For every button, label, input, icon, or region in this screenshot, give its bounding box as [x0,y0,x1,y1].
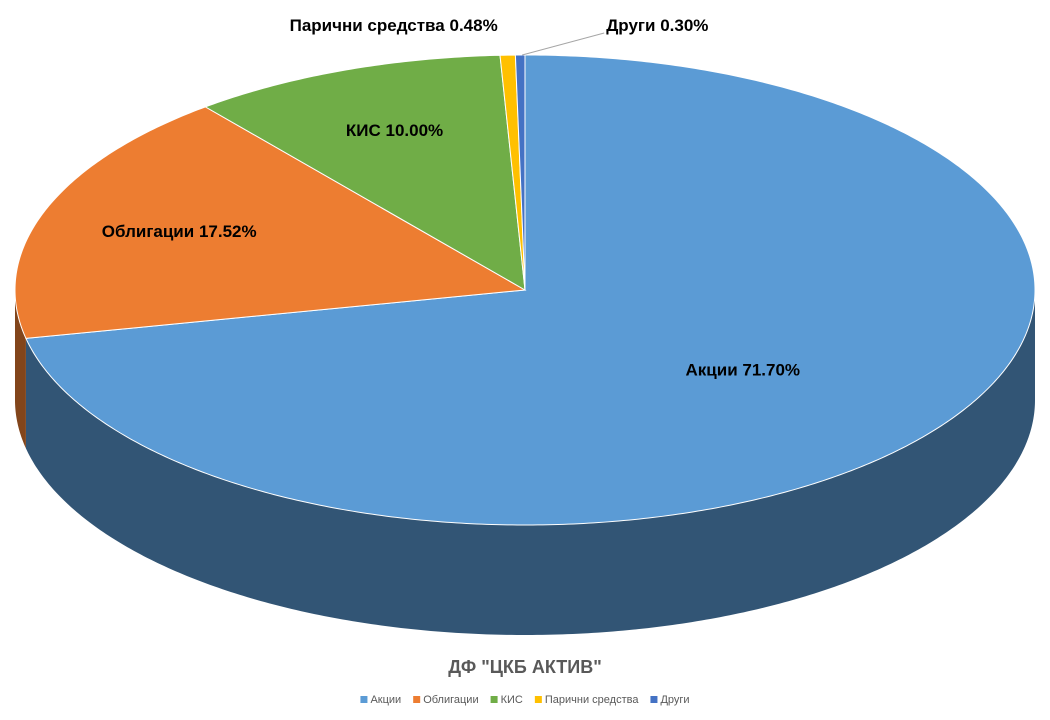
data-label-category: Други [606,16,655,35]
data-label: КИС 10.00% [346,121,443,140]
data-label-value: 10.00% [386,121,444,140]
data-label-value: 71.70% [742,361,800,380]
data-label-category: Акции [686,361,738,380]
slice-side [25,290,1035,635]
chart-title: ДФ "ЦКБ АКТИВ" [448,657,601,677]
slice-sides [15,290,1035,635]
data-label-category: Облигации [102,223,194,242]
data-label-value: 0.30% [660,16,708,35]
legend: Акции Облигации КИС Парични средства Други [360,694,690,706]
legend-swatch [490,696,498,703]
legend-swatch [650,696,658,703]
slice-side [15,290,26,449]
data-label: Облигации 17.52% [102,223,257,242]
data-label-category: КИС [346,121,381,140]
slice [514,54,526,291]
slice [204,54,526,291]
leader-line [522,32,605,56]
legend-label: Парични средства [545,694,639,706]
data-label-value: 0.48% [449,17,497,36]
legend-label: Други [660,694,689,706]
data-label: Акции 71.70% [686,361,801,380]
legend-label: КИС [501,694,523,706]
data-label: Други 0.30% [606,16,708,35]
legend-label: Акции [370,694,401,706]
data-label-value: 17.52% [199,223,257,242]
legend-swatch [413,696,421,703]
legend-swatch [360,696,368,703]
legend-swatch [534,696,542,703]
slice-tops [14,54,1036,526]
data-label-category: Парични средства [290,17,446,36]
data-label: Парични средства 0.48% [290,17,498,36]
data-labels: Акции 71.70% Облигации 17.52% КИС 10.00% Па… [102,16,800,379]
slice [25,54,1036,526]
legend-label: Облигации [423,694,478,706]
slice [14,106,527,339]
